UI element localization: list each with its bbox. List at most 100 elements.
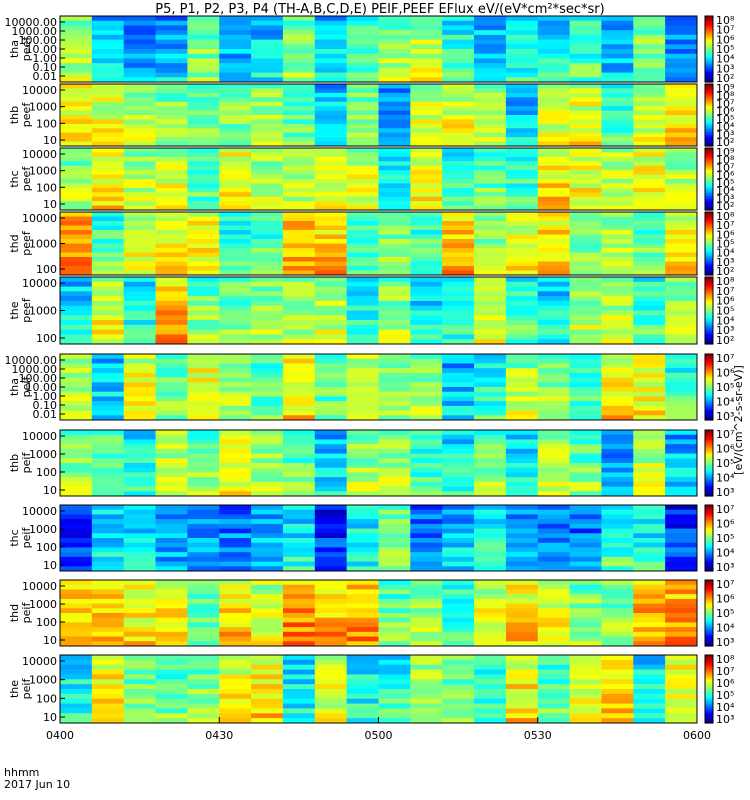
colorbar-step bbox=[705, 183, 713, 186]
heatmap-cell bbox=[569, 119, 602, 125]
heatmap-cell bbox=[155, 128, 188, 134]
heatmap-cell bbox=[505, 174, 539, 180]
heatmap-cell bbox=[187, 329, 220, 335]
heatmap-cell bbox=[474, 30, 507, 36]
heatmap-cell bbox=[505, 354, 539, 360]
heatmap-cell bbox=[123, 718, 157, 724]
heatmap-cell bbox=[155, 63, 188, 69]
heatmap-cell bbox=[187, 310, 220, 316]
panel-label: thb bbox=[8, 454, 21, 472]
heatmap-cell bbox=[505, 622, 539, 628]
heatmap-cell bbox=[251, 183, 284, 189]
heatmap-cell bbox=[569, 542, 602, 548]
heatmap-cell bbox=[91, 221, 125, 226]
colorbar-step bbox=[705, 554, 713, 557]
heatmap-cell bbox=[569, 174, 602, 180]
heatmap-cell bbox=[314, 132, 348, 138]
heatmap-cell bbox=[474, 257, 507, 262]
heatmap-cell bbox=[282, 252, 316, 258]
heatmap-cell bbox=[378, 179, 411, 184]
heatmap-cell bbox=[442, 315, 475, 321]
colorbar-step bbox=[705, 179, 713, 182]
heatmap-cell bbox=[505, 141, 539, 147]
heatmap-cell bbox=[219, 119, 252, 125]
heatmap-cell bbox=[537, 556, 571, 563]
heatmap-cell bbox=[251, 67, 284, 74]
heatmap-cell bbox=[633, 434, 666, 440]
heatmap-cell bbox=[123, 205, 157, 211]
heatmap-cell bbox=[346, 354, 379, 360]
heatmap-cell bbox=[314, 718, 348, 724]
panel-frame bbox=[59, 504, 698, 572]
heatmap-cell bbox=[187, 439, 220, 445]
heatmap-cell bbox=[442, 566, 475, 572]
colorbar-step bbox=[705, 189, 713, 192]
heatmap-cell bbox=[60, 67, 93, 74]
heatmap-cell bbox=[187, 305, 220, 311]
heatmap-cell bbox=[378, 358, 411, 364]
heatmap-cell bbox=[346, 67, 379, 74]
heatmap-cell bbox=[378, 165, 411, 171]
heatmap-cell bbox=[91, 377, 125, 383]
heatmap-cell bbox=[346, 179, 379, 184]
heatmap-cell bbox=[537, 174, 571, 180]
heatmap-cell bbox=[665, 216, 698, 222]
heatmap-cell bbox=[60, 538, 93, 544]
heatmap-cell bbox=[91, 622, 125, 628]
colorbar-step bbox=[705, 47, 713, 50]
heatmap-cell bbox=[537, 334, 571, 340]
heatmap-cell bbox=[569, 225, 602, 231]
heatmap-cell bbox=[442, 377, 475, 383]
heatmap-cell bbox=[251, 641, 284, 647]
heatmap-cell bbox=[378, 156, 411, 162]
heatmap-cell bbox=[155, 34, 188, 41]
heatmap-cell bbox=[410, 514, 443, 520]
colorbar-step bbox=[705, 22, 713, 25]
colorbar-step bbox=[705, 212, 713, 215]
heatmap-cell bbox=[251, 514, 284, 520]
heatmap-cell bbox=[442, 230, 475, 235]
heatmap-cell bbox=[474, 196, 507, 202]
heatmap-cell bbox=[474, 88, 507, 94]
heatmap-cell bbox=[251, 165, 284, 171]
colorbar-step bbox=[705, 711, 713, 714]
heatmap-cell bbox=[410, 708, 443, 714]
heatmap-cell bbox=[60, 448, 93, 455]
heatmap-cell bbox=[123, 20, 157, 26]
heatmap-cell bbox=[537, 115, 571, 120]
colorbar-step bbox=[705, 270, 713, 273]
heatmap-cell bbox=[474, 405, 507, 412]
colorbar-step bbox=[705, 135, 713, 138]
heatmap-cell bbox=[569, 128, 602, 134]
heatmap-cell bbox=[187, 58, 220, 64]
heatmap-cell bbox=[442, 192, 475, 198]
colorbar-step bbox=[705, 581, 713, 584]
heatmap-cell bbox=[505, 613, 539, 619]
heatmap-cell bbox=[282, 415, 316, 421]
heatmap-cell bbox=[91, 119, 125, 125]
heatmap-cell bbox=[60, 679, 93, 685]
heatmap-cell bbox=[123, 277, 157, 283]
heatmap-cell bbox=[378, 589, 411, 595]
colorbar-step bbox=[705, 354, 713, 357]
heatmap-cell bbox=[633, 170, 666, 176]
heatmap-cell bbox=[633, 505, 666, 511]
colorbar-step bbox=[705, 448, 713, 451]
heatmap-cell bbox=[187, 718, 220, 724]
heatmap-cell bbox=[537, 320, 571, 326]
heatmap-cell bbox=[187, 339, 220, 345]
heatmap-cell bbox=[474, 137, 507, 143]
colorbar-step bbox=[705, 68, 713, 72]
heatmap-cell bbox=[378, 305, 411, 311]
heatmap-cell bbox=[601, 703, 634, 709]
heatmap-cell bbox=[569, 39, 602, 45]
heatmap-cell bbox=[251, 305, 284, 311]
colorbar-tick-label: 10³ bbox=[716, 713, 734, 726]
heatmap-cell bbox=[410, 84, 443, 89]
heatmap-cell bbox=[410, 659, 443, 666]
heatmap-cell bbox=[569, 713, 602, 719]
heatmap-cell bbox=[60, 20, 93, 26]
heatmap-cell bbox=[314, 329, 348, 335]
heatmap-cell bbox=[314, 148, 348, 153]
heatmap-cell bbox=[665, 613, 698, 619]
